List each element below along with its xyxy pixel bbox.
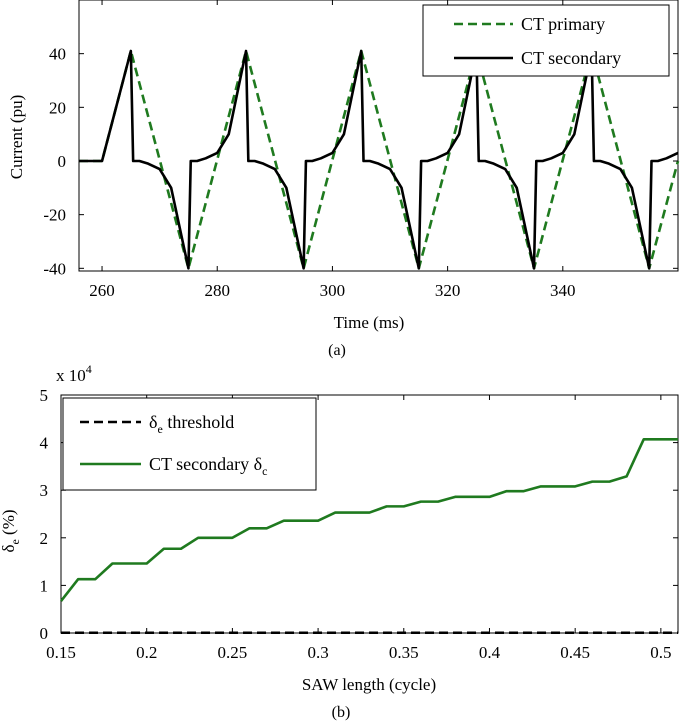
series-line-1-1	[59, 437, 678, 602]
x-tick-label: 0.3	[307, 643, 328, 662]
panel-b-y-label-subscript: e	[8, 539, 22, 544]
panel-b-legend: δe threshold CT secondary δc	[62, 397, 317, 491]
legend-label-threshold-subscript: e	[157, 422, 162, 436]
x-tick-label: 0.4	[479, 643, 501, 662]
x-tick-label: 300	[320, 281, 346, 300]
y-tick-label: -40	[43, 259, 66, 278]
panel-b-y-label-symbol: δ	[0, 545, 18, 553]
panel-a: 260 280 300 320 340 -40 -20 0 20 40 Time (ms) Cur…	[7, 0, 680, 359]
panel-b-x-label: SAW length (cycle)	[302, 675, 436, 694]
legend-label-ct-primary: CT primary	[521, 14, 605, 34]
panel-a-series	[79, 49, 680, 270]
x-tick-label: 0.2	[136, 643, 157, 662]
y-tick-label: 3	[40, 481, 49, 500]
x-tick-label: 320	[435, 281, 461, 300]
panel-a-ticks: 260 280 300 320 340 -40 -20 0 20 40	[43, 0, 678, 300]
x-tick-label: 0.25	[218, 643, 248, 662]
panel-a-y-label: Current (pu)	[7, 95, 26, 180]
y-tick-label: 20	[49, 98, 66, 117]
legend-label-threshold-symbol: δ	[149, 412, 157, 432]
panel-a-caption: (a)	[328, 342, 346, 359]
y-tick-label: 2	[40, 529, 49, 548]
panel-b-multiplier: x 104	[56, 362, 92, 385]
panel-b-y-label-unit: (%)	[0, 509, 18, 539]
panel-b-ticks: 0.15 0.2 0.25 0.3 0.35 0.4 0.45 0.5 0 1 2 3 4 5	[40, 386, 678, 662]
x-tick-label: 0.5	[650, 643, 671, 662]
x-tick-label: 0.15	[46, 643, 76, 662]
panel-b-series	[59, 437, 678, 635]
y-tick-label: 0	[58, 152, 67, 171]
series-line-0-0	[79, 49, 680, 270]
x-tick-label: 0.45	[560, 643, 590, 662]
y-tick-label: -20	[43, 206, 66, 225]
legend-label-ct-secondary-delta-subscript: c	[262, 464, 267, 478]
x-tick-label: 280	[204, 281, 230, 300]
y-tick-label: 1	[40, 576, 49, 595]
panel-b-multiplier-exponent: 4	[86, 362, 92, 376]
panel-b-legend-box	[62, 397, 317, 491]
y-tick-label: 5	[40, 386, 49, 405]
legend-label-threshold: δe threshold	[149, 412, 234, 436]
series-line-0-1	[79, 49, 679, 270]
y-tick-label: 0	[40, 624, 49, 643]
panel-a-plot-area	[78, 0, 679, 272]
legend-label-ct-secondary: CT secondary	[521, 48, 621, 68]
panel-b-caption: (b)	[332, 704, 351, 721]
panel-b-multiplier-base: x 10	[56, 366, 86, 385]
legend-label-ct-secondary-delta: CT secondary δc	[149, 454, 267, 478]
x-tick-label: 260	[89, 281, 115, 300]
panel-b-y-label: δe (%)	[0, 509, 22, 552]
legend-label-threshold-rest: threshold	[163, 412, 235, 432]
x-tick-label: 340	[550, 281, 576, 300]
x-tick-label: 0.35	[389, 643, 419, 662]
legend-label-ct-secondary-delta-main: CT secondary δ	[149, 454, 262, 474]
y-tick-label: 4	[40, 434, 49, 453]
y-tick-label: 40	[49, 45, 66, 64]
panel-a-legend-box	[422, 4, 670, 77]
panel-a-x-label: Time (ms)	[334, 313, 405, 332]
panel-a-legend: CT primary CT secondary	[422, 4, 670, 77]
